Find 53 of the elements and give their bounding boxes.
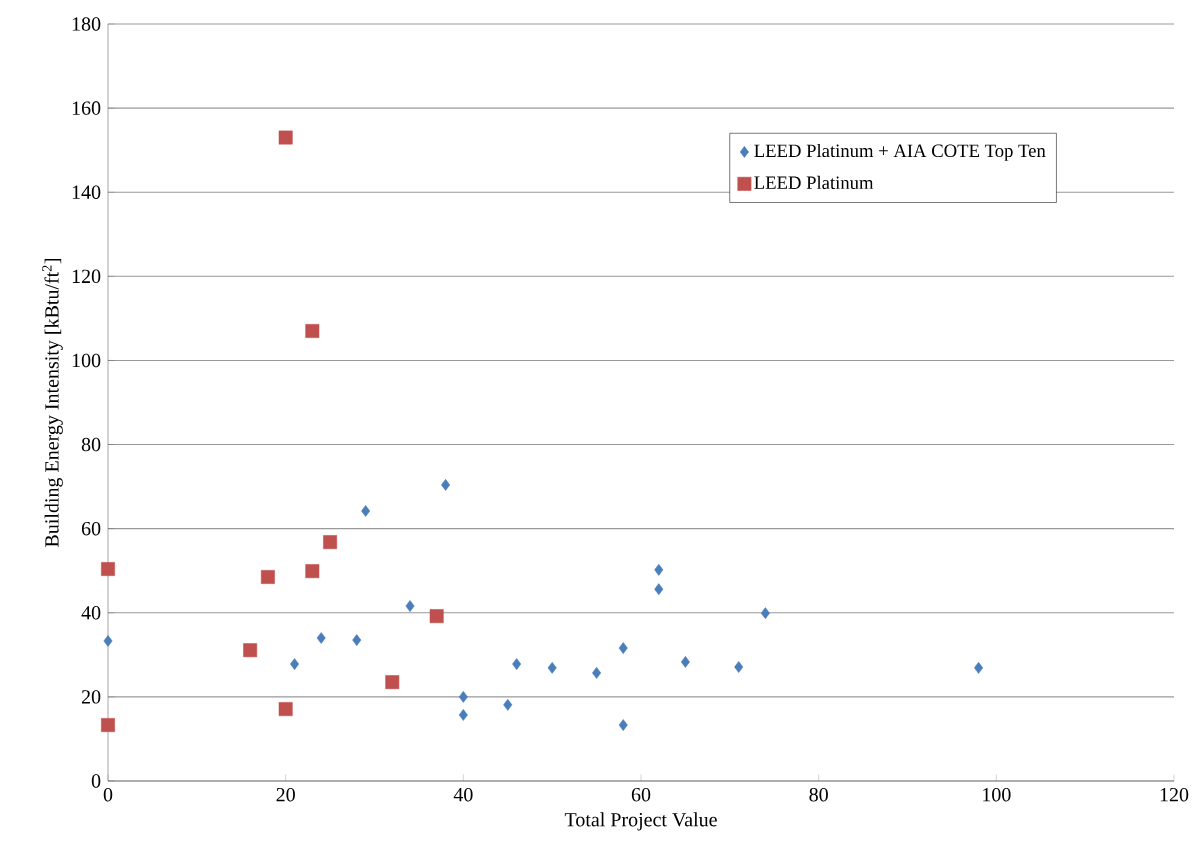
y-tick-label: 80 bbox=[81, 437, 101, 452]
x-tick-label: 60 bbox=[631, 787, 651, 802]
y-tick-label: 100 bbox=[72, 353, 101, 368]
point bbox=[592, 667, 602, 679]
point bbox=[458, 709, 468, 721]
x-tick-label: 40 bbox=[453, 787, 473, 802]
y-tick-label: 160 bbox=[72, 101, 101, 115]
point bbox=[512, 658, 522, 670]
point bbox=[316, 632, 326, 644]
point bbox=[429, 609, 444, 624]
legend-label: LEED Platinum bbox=[754, 175, 874, 190]
point bbox=[503, 699, 513, 711]
point bbox=[618, 642, 628, 654]
point bbox=[260, 570, 275, 584]
y-tick-label: 20 bbox=[81, 690, 101, 704]
point bbox=[101, 562, 115, 576]
point bbox=[458, 691, 468, 703]
point bbox=[974, 661, 984, 674]
x-tick-label: 0 bbox=[103, 787, 113, 802]
point bbox=[547, 661, 557, 674]
point bbox=[278, 702, 293, 717]
x-tick-label: 20 bbox=[276, 787, 295, 802]
point bbox=[385, 675, 400, 690]
point bbox=[305, 564, 320, 579]
point bbox=[680, 656, 690, 668]
x-tick-label: 100 bbox=[983, 787, 1011, 802]
y-tick-label: 140 bbox=[72, 185, 101, 199]
point bbox=[441, 479, 451, 491]
point bbox=[352, 634, 362, 646]
point bbox=[278, 130, 293, 145]
point bbox=[305, 324, 320, 338]
point bbox=[361, 505, 371, 517]
y-tick-label: 40 bbox=[81, 606, 101, 620]
point bbox=[243, 643, 258, 658]
x-tick-label: 80 bbox=[809, 787, 828, 802]
point bbox=[654, 583, 664, 596]
point bbox=[103, 635, 113, 647]
legend-label: LEED Platinum + AIA COTE Top Ten bbox=[754, 143, 1046, 161]
point bbox=[101, 718, 115, 732]
point bbox=[323, 535, 338, 550]
y-axis-title: Building Energy Intensity [kBtu/ft$^{2}$] bbox=[42, 258, 63, 547]
y-tick-label: 180 bbox=[72, 17, 101, 31]
point bbox=[290, 658, 300, 670]
point bbox=[760, 607, 770, 620]
y-tick-label: 0 bbox=[91, 774, 101, 788]
point bbox=[654, 564, 664, 576]
point bbox=[734, 661, 744, 673]
y-tick-label: 120 bbox=[72, 269, 101, 284]
point bbox=[618, 719, 628, 731]
point bbox=[405, 600, 415, 612]
x-tick-label: 120 bbox=[1160, 787, 1189, 802]
x-axis-title: Total Project Value bbox=[564, 812, 717, 831]
y-tick-label: 60 bbox=[81, 521, 101, 536]
